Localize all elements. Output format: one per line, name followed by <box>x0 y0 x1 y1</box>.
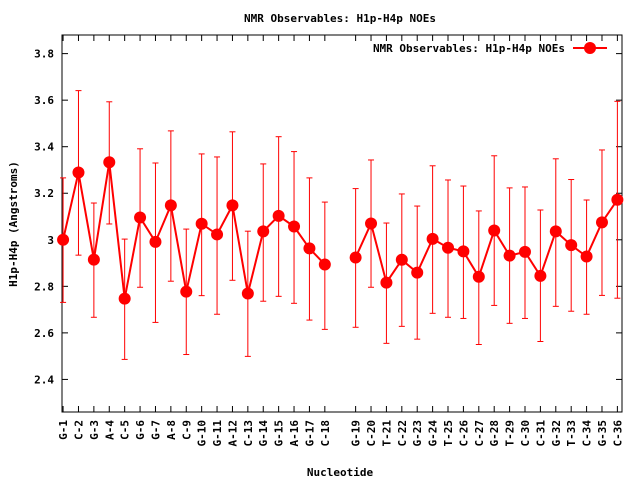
data-point <box>57 233 70 246</box>
x-tick-label: G-11 <box>211 420 224 447</box>
x-tick-label: T-25 <box>442 420 455 447</box>
data-point <box>134 211 147 224</box>
x-tick-label: A-16 <box>288 420 301 447</box>
x-tick-label: G-23 <box>411 420 424 447</box>
x-tick-label: T-29 <box>504 420 517 447</box>
y-tick-label: 3.4 <box>34 141 54 154</box>
x-tick-label: C-34 <box>581 420 594 447</box>
chart-title: NMR Observables: H1p-H4p NOEs <box>244 12 436 25</box>
y-tick-label: 2.8 <box>34 280 54 293</box>
data-point <box>87 253 100 266</box>
y-tick-label: 2.4 <box>34 373 54 386</box>
data-point <box>457 245 470 258</box>
data-point <box>303 242 316 255</box>
data-point <box>272 209 285 222</box>
series-path <box>62 162 619 299</box>
data-point <box>426 232 439 245</box>
x-tick-label: C-30 <box>519 420 532 447</box>
x-tick-label: C-26 <box>457 420 470 447</box>
x-tick-label: G-24 <box>427 420 440 447</box>
x-tick-label: A-8 <box>165 420 178 440</box>
y-tick-label: 2.6 <box>34 327 54 340</box>
data-point <box>549 225 562 238</box>
data-point <box>103 156 116 169</box>
legend-label: NMR Observables: H1p-H4p NOEs <box>373 42 565 55</box>
data-point <box>164 199 177 212</box>
y-tick-label: 3.8 <box>34 48 54 61</box>
x-tick-label: C-2 <box>72 420 85 440</box>
data-point <box>488 224 501 237</box>
x-tick-label: G-3 <box>88 420 101 440</box>
y-tick-label: 3.6 <box>34 94 54 107</box>
data-point <box>257 225 270 238</box>
x-tick-label: C-5 <box>119 420 132 440</box>
series-markers <box>57 156 624 305</box>
data-point <box>565 239 578 252</box>
x-tick-label: A-4 <box>103 420 116 440</box>
data-point <box>580 250 593 263</box>
plot-frame <box>61 34 623 413</box>
x-axis-label: Nucleotide <box>307 466 374 479</box>
data-point <box>534 269 547 282</box>
x-tick-label: G-6 <box>134 420 147 440</box>
data-point <box>211 228 224 241</box>
x-tick-label: T-33 <box>565 420 578 447</box>
x-tick-label: C-36 <box>611 420 624 447</box>
y-axis-label: H1p-H4p (Angstroms) <box>7 161 20 287</box>
legend: NMR Observables: H1p-H4p NOEs <box>373 42 607 55</box>
x-tick-label: C-27 <box>473 420 486 447</box>
data-point <box>349 251 362 264</box>
x-tick-label: G-28 <box>488 420 501 447</box>
data-point <box>180 285 193 298</box>
series-line <box>62 162 619 299</box>
x-tick-label: G-35 <box>596 420 609 447</box>
x-tick-label: G-19 <box>350 420 363 447</box>
data-point <box>118 292 131 305</box>
x-tick-label: G-15 <box>273 420 286 447</box>
data-point <box>611 193 624 206</box>
x-tick-label: A-12 <box>226 420 239 447</box>
x-tick-label: G-32 <box>550 420 563 447</box>
legend-marker <box>584 42 596 54</box>
x-tick-label: C-31 <box>534 420 547 447</box>
x-tick-label: T-21 <box>380 420 393 447</box>
data-point <box>149 235 162 248</box>
x-tick-label: C-13 <box>242 420 255 447</box>
data-point <box>380 276 393 289</box>
data-point <box>395 253 408 266</box>
data-point <box>518 245 531 258</box>
data-point <box>241 287 254 300</box>
data-point <box>442 241 455 254</box>
x-tick-label: C-9 <box>180 420 193 440</box>
data-point <box>411 266 424 279</box>
x-tick-label: G-10 <box>196 420 209 447</box>
x-tick-label: G-14 <box>257 420 270 447</box>
x-tick-label: G-1 <box>57 420 70 440</box>
x-tick-label: G-7 <box>149 420 162 440</box>
data-point <box>595 216 608 229</box>
x-tick-label: C-18 <box>319 420 332 447</box>
data-point <box>72 166 85 179</box>
data-point <box>226 199 239 212</box>
y-tick-label: 3.2 <box>34 187 54 200</box>
data-point <box>195 217 208 230</box>
y-axis: 2.4 2.6 2.8 3 3.2 3.4 3.6 3.8 <box>34 48 622 386</box>
data-point <box>365 217 378 230</box>
y-tick-label: 3 <box>47 234 54 247</box>
data-point <box>472 270 485 283</box>
data-point <box>288 220 301 233</box>
x-tick-label: G-17 <box>303 420 316 447</box>
x-axis: G-1 C-2 G-3 A-4 C-5 G-6 G-7 A-8 C-9 G-10 G-11 A-12 C… <box>57 35 624 447</box>
data-point <box>318 258 331 271</box>
x-tick-label: C-20 <box>365 420 378 447</box>
x-tick-label: C-22 <box>396 420 409 447</box>
data-point <box>503 249 516 262</box>
